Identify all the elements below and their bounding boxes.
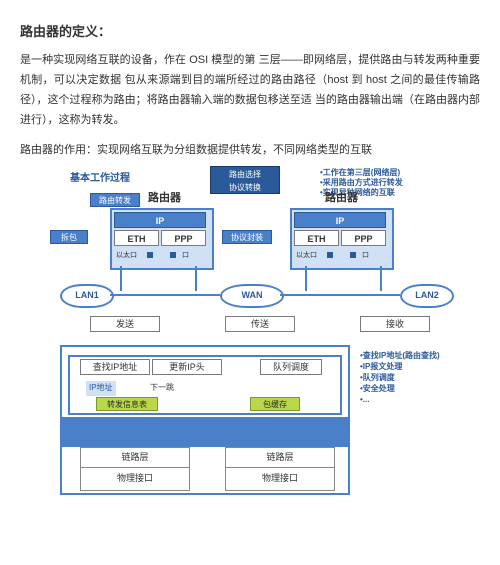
page-title: 路由器的定义： (20, 20, 480, 43)
hline-1 (110, 294, 220, 296)
update-ip-box: 更新IP头 (152, 359, 222, 375)
d2-b5: •... (360, 393, 480, 407)
paragraph-1: 是一种实现网络互联的设备，作在 OSI 模型的第 三层——即网络层，提供路由与转… (20, 51, 480, 130)
r2-port-dot2 (350, 252, 356, 258)
r1-eth: ETH (114, 230, 159, 246)
line-l (120, 266, 122, 291)
transmit-box: 传送 (225, 316, 295, 332)
ip-addr-label: IP地址 (86, 381, 116, 395)
r2-port: 口 (362, 250, 369, 263)
r1-ethernet: 以太口 (116, 250, 137, 263)
queue-box: 队列调度 (260, 359, 322, 375)
d2-blue-band (62, 417, 348, 447)
diagram-routing: 基本工作过程 路由选择 协议转换 •工作在第三层(网络层) •采用路由方式进行转… (30, 166, 470, 341)
link-layer-r: 链路层 (226, 448, 334, 468)
router-label-2: 路由器 (325, 189, 358, 209)
fwd-table-box: 转发信息表 (96, 397, 158, 411)
paragraph-2: 路由器的作用：实现网络互联为分组数据提供转发，不同网络类型的互联 (20, 141, 480, 161)
d2-col-right: 链路层 物理接口 (225, 447, 335, 491)
r1-port: 口 (182, 250, 189, 263)
lan2-cloud: LAN2 (400, 284, 454, 308)
send-box: 发送 (90, 316, 160, 332)
d2-col-left: 链路层 物理接口 (80, 447, 190, 491)
next-hop-label: 下一跳 (150, 381, 174, 395)
route-select-text: 路由选择 (229, 170, 261, 179)
route-fwd-badge: 路由转发 (90, 193, 140, 207)
r1-port-dot1 (147, 252, 153, 258)
receive-box: 接收 (360, 316, 430, 332)
line-r2-down (305, 266, 307, 291)
router-label-1: 路由器 (148, 189, 181, 209)
wan-cloud: WAN (220, 284, 284, 308)
line-r2r (380, 266, 382, 291)
r2-ppp: PPP (341, 230, 386, 246)
r1-ppp: PPP (161, 230, 206, 246)
r2-ethernet: 以太口 (296, 250, 317, 263)
diagram-forwarding: 查找IP地址 更新IP头 队列调度 IP地址 下一跳 转发信息表 包缓存 链路层… (30, 345, 470, 500)
r2-port-dot1 (327, 252, 333, 258)
proto-encap-badge: 协议封装 (222, 230, 272, 244)
proto-conv-text: 协议转换 (229, 183, 261, 192)
phys-if-r: 物理接口 (226, 469, 334, 489)
route-select-box: 路由选择 协议转换 (210, 166, 280, 194)
router-2: IP ETH PPP 以太口 口 (290, 208, 394, 270)
hline-2 (280, 294, 400, 296)
basic-process-label: 基本工作过程 (70, 170, 130, 188)
link-layer-l: 链路层 (81, 448, 189, 468)
unpack-badge: 拆包 (50, 230, 88, 244)
r1-port-dot2 (170, 252, 176, 258)
line-r1-down (195, 266, 197, 291)
cache-box: 包缓存 (250, 397, 300, 411)
phys-if-l: 物理接口 (81, 469, 189, 489)
lan1-cloud: LAN1 (60, 284, 114, 308)
r2-ip: IP (294, 212, 386, 228)
r1-ip: IP (114, 212, 206, 228)
lookup-ip-box: 查找IP地址 (80, 359, 150, 375)
router-1: IP ETH PPP 以太口 口 (110, 208, 214, 270)
r2-eth: ETH (294, 230, 339, 246)
